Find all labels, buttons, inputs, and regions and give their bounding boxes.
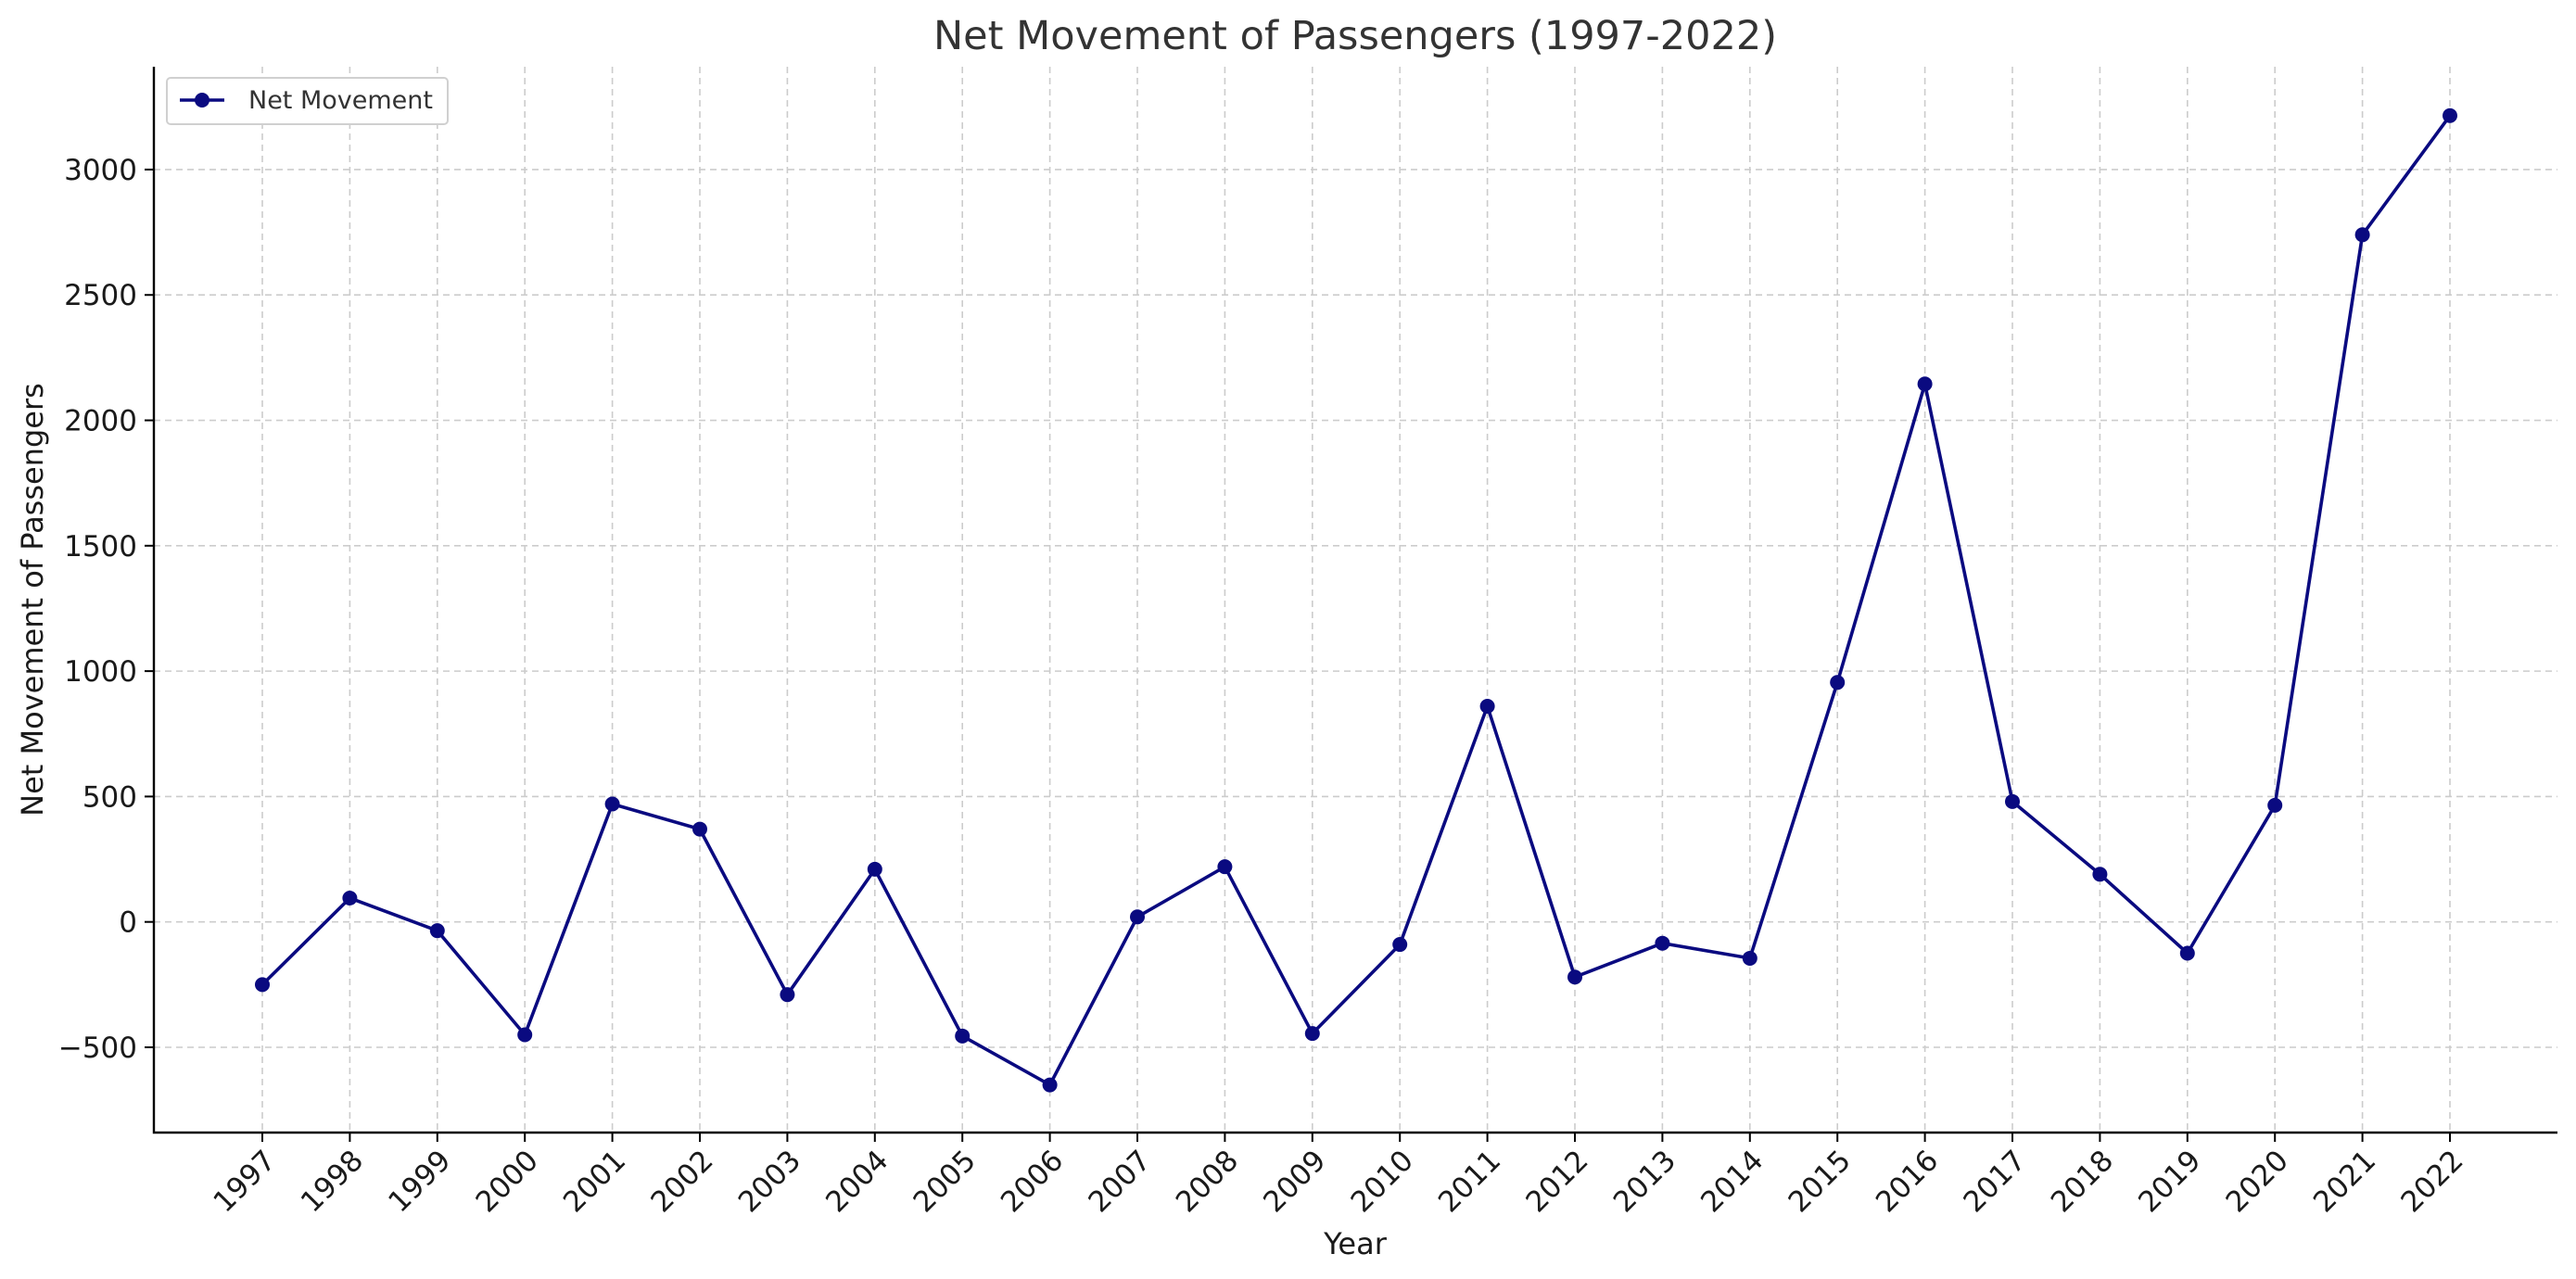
x-tick-label: 2003 [732,1144,807,1219]
data-point [1217,859,1233,875]
x-tick-label: 2018 [2045,1144,2120,1219]
x-tick-label: 2005 [907,1144,983,1219]
data-point [692,821,707,837]
x-tick-label: 1998 [295,1144,370,1219]
data-point [255,977,270,993]
x-tick-label: 2013 [1607,1144,1682,1219]
data-point [2179,945,2195,961]
x-tick-label: 2016 [1870,1144,1945,1219]
x-tick-label: 2002 [644,1144,719,1219]
axes-spines [152,67,2557,1134]
data-point [867,861,882,877]
data-point [955,1028,971,1044]
data-point [2092,867,2108,882]
x-tick-label: 1999 [382,1144,457,1219]
x-axis-label: Year [1323,1226,1388,1261]
data-point [780,987,795,1003]
y-tick-label: 3000 [64,154,137,187]
series-line [260,114,2452,1087]
y-tick-label: 2500 [64,279,137,312]
y-tick-label: 1000 [64,655,137,689]
chart-title: Net Movement of Passengers (1997-2022) [933,13,1777,59]
x-tick-label: 2011 [1432,1144,1507,1219]
x-tick-label: 2009 [1257,1144,1332,1219]
y-tick-label: 500 [82,780,137,814]
legend-entry-net-movement: Net Movement [248,86,433,115]
data-point [429,923,445,939]
data-point [517,1027,533,1043]
x-tick-label: 2022 [2394,1144,2469,1219]
data-point [2443,108,2457,123]
grid [154,67,2557,1133]
y-axis-ticks: −500 0 500 1000 1500 2000 2500 3000 [58,154,154,1065]
data-point [1917,376,1933,392]
data-point [1042,1077,1058,1093]
data-point [2267,797,2283,813]
x-tick-label: 2014 [1694,1144,1770,1219]
y-tick-label: 1500 [64,530,137,564]
data-point [1742,950,1758,966]
y-tick-label: −500 [58,1032,137,1065]
data-point [1304,1026,1320,1042]
x-tick-label: 2004 [819,1144,895,1219]
legend-box [166,77,449,125]
y-tick-label: 0 [119,906,137,940]
data-point [2354,227,2370,243]
legend: Net Movement [166,77,449,125]
x-tick-label: 2001 [557,1144,632,1219]
data-point [1830,675,1846,690]
x-tick-label: 2008 [1170,1144,1245,1219]
data-point [2005,793,2020,809]
data-point [1655,935,1670,951]
y-axis-label: Net Movement of Passengers [15,383,50,817]
x-tick-label: 2010 [1345,1144,1420,1219]
data-point [1567,969,1582,985]
series-layer [255,108,2457,1093]
y-tick-label: 2000 [64,405,137,438]
x-tick-label: 2021 [2307,1144,2382,1219]
data-point [342,891,358,905]
legend-point-marker [195,93,209,108]
x-axis-ticks: 1997 1998 1999 2000 2001 2002 2003 2004 2005 2006… [207,1133,2470,1219]
x-tick-label: 2007 [1082,1144,1157,1219]
x-tick-label: 2000 [470,1144,545,1219]
x-tick-label: 2017 [1957,1144,2032,1219]
data-point [1130,909,1145,925]
data-point [604,796,620,812]
x-tick-label: 2006 [995,1144,1070,1219]
x-tick-label: 2012 [1519,1144,1594,1219]
x-tick-label: 2015 [1783,1144,1858,1219]
x-tick-label: 2020 [2220,1144,2295,1219]
x-tick-label: 1997 [207,1144,282,1219]
data-point [1479,699,1495,714]
x-tick-label: 2019 [2132,1144,2207,1219]
data-point [1392,937,1408,953]
